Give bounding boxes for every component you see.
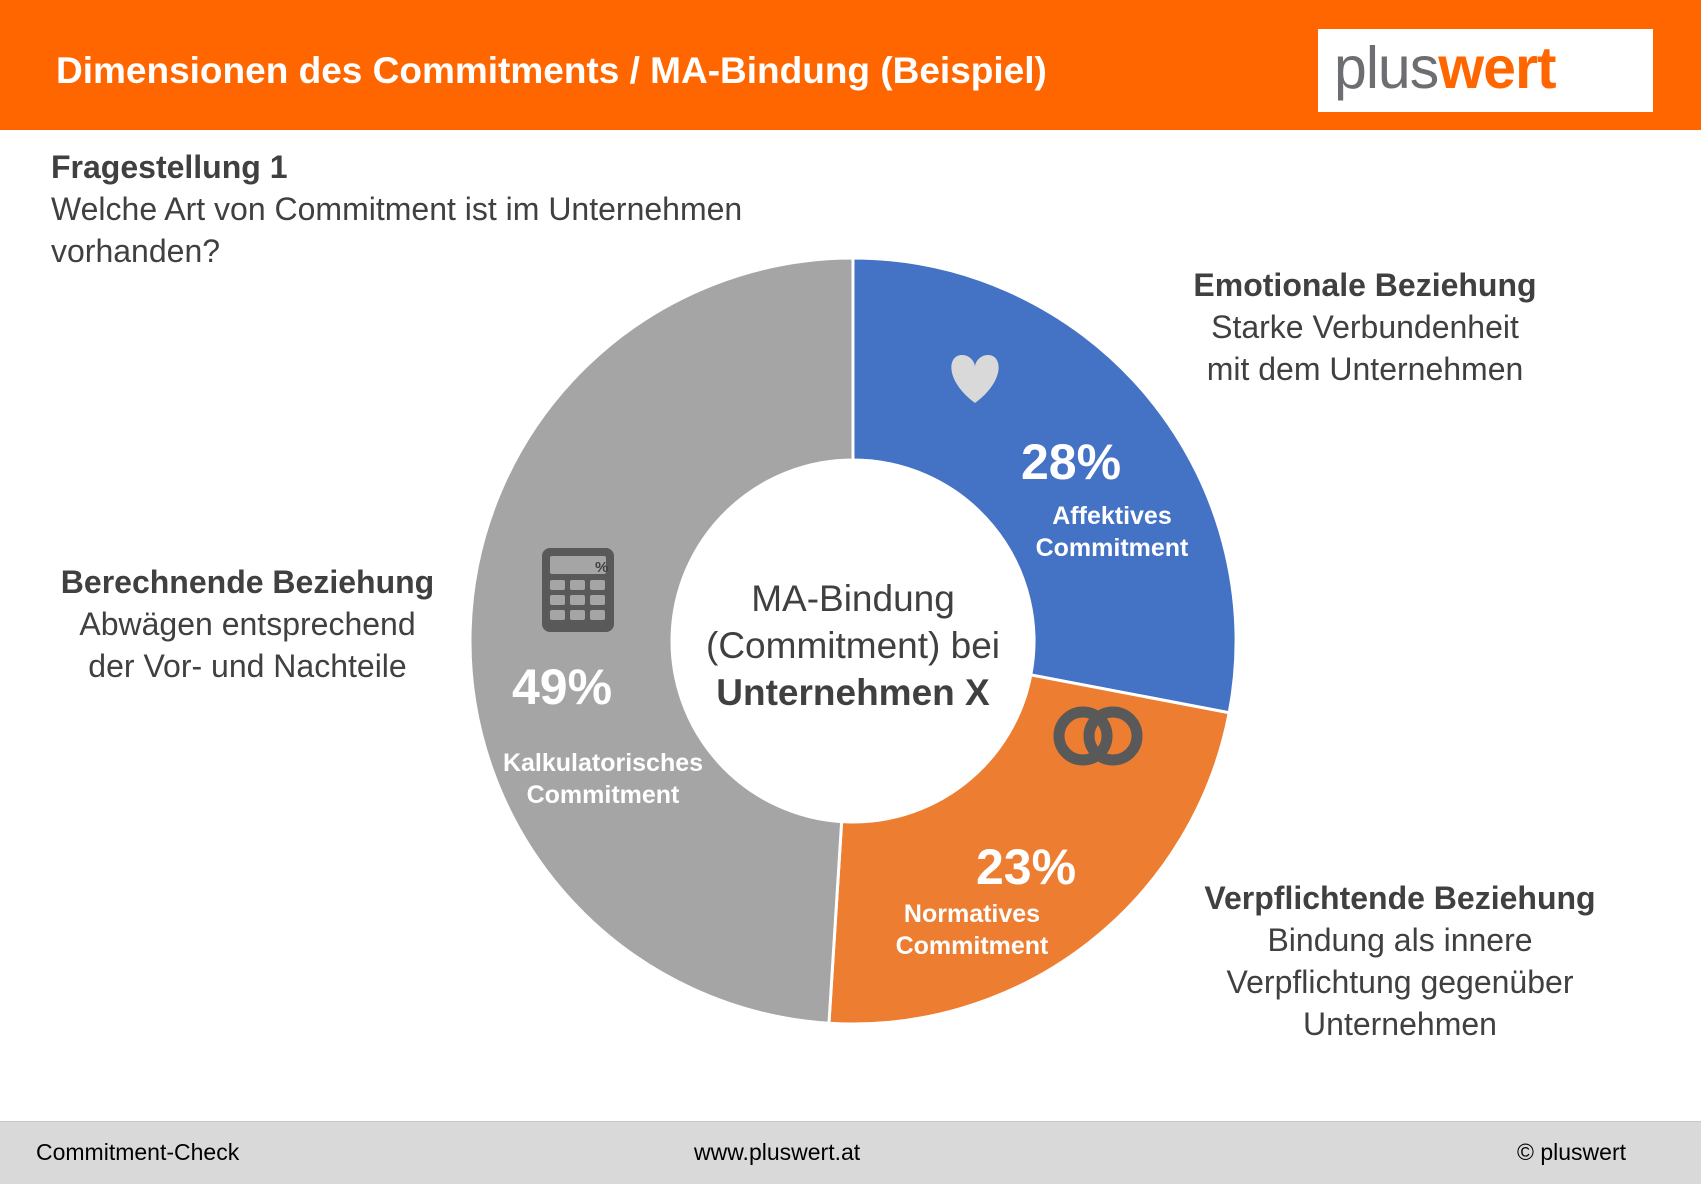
label-normative-line1: Bindung als innere xyxy=(1267,922,1533,958)
calculator-icon: % xyxy=(542,548,614,632)
slice-affective-label-line1: Affektives xyxy=(1052,502,1172,530)
logo-text-wert: wert xyxy=(1438,35,1556,101)
header-bar: Dimensionen des Commitments / MA-Bindung… xyxy=(0,0,1701,130)
slice-affective-label-line2: Commitment xyxy=(1036,534,1189,562)
label-emotional: Emotionale Beziehung Starke Verbundenhei… xyxy=(1160,264,1570,390)
label-calculative-line1: Abwägen entsprechend xyxy=(79,606,416,642)
label-normative-line3: Unternehmen xyxy=(1303,1006,1497,1042)
question-title: Fragestellung 1 xyxy=(51,149,288,185)
footer-website: www.pluswert.at xyxy=(694,1139,861,1165)
slice-normative-label-line1: Normatives xyxy=(904,900,1040,928)
page-title: Dimensionen des Commitments / MA-Bindung… xyxy=(56,50,1047,91)
slice-normative-label-line2: Commitment xyxy=(896,932,1049,960)
question-text-line1: Welche Art von Commitment ist im Unterne… xyxy=(51,191,743,227)
slice-calculative-label-line2: Commitment xyxy=(527,781,680,809)
question-block: Fragestellung 1 Welche Art von Commitmen… xyxy=(51,146,742,272)
svg-text:%: % xyxy=(595,559,608,576)
slice-affective-percent: 28% xyxy=(1021,434,1121,490)
label-normative-heading: Verpflichtende Beziehung xyxy=(1204,880,1596,916)
donut-slice-calculative xyxy=(468,256,855,1025)
logo-text-plus: plus xyxy=(1334,35,1439,101)
pluswert-logo: pluswert xyxy=(1318,29,1653,112)
center-text-line3: Unternehmen X xyxy=(716,672,990,713)
label-calculative-line2: der Vor- und Nachteile xyxy=(88,648,407,684)
footer-left-text: Commitment-Check xyxy=(36,1139,240,1165)
slice-calculative-label-line1: Kalkulatorisches xyxy=(503,749,703,777)
slice-calculative-percent: 49% xyxy=(512,659,612,715)
label-emotional-heading: Emotionale Beziehung xyxy=(1193,267,1537,303)
footer-bar: Commitment-Check www.pluswert.at © plusw… xyxy=(0,1121,1701,1184)
label-normative-line2: Verpflichtung gegenüber xyxy=(1226,964,1574,1000)
donut-slice-affective xyxy=(851,256,1238,715)
footer-copyright: © pluswert xyxy=(1517,1139,1626,1165)
donut-slices xyxy=(468,256,1238,1026)
center-text-line2: (Commitment) bei xyxy=(706,625,1000,666)
label-calculative: Berechnende Beziehung Abwägen entspreche… xyxy=(30,561,465,687)
center-text-line1: MA-Bindung xyxy=(751,578,955,619)
question-text-line2: vorhanden? xyxy=(51,233,221,269)
heart-icon xyxy=(951,355,999,403)
label-emotional-line1: Starke Verbundenheit xyxy=(1211,309,1519,345)
linked-rings-icon xyxy=(1053,706,1143,766)
slice-normative-percent: 23% xyxy=(976,839,1076,895)
label-normative: Verpflichtende Beziehung Bindung als inn… xyxy=(1160,877,1640,1045)
label-emotional-line2: mit dem Unternehmen xyxy=(1206,351,1524,387)
label-calculative-heading: Berechnende Beziehung xyxy=(60,564,435,600)
donut-slice-normative xyxy=(827,673,1231,1026)
